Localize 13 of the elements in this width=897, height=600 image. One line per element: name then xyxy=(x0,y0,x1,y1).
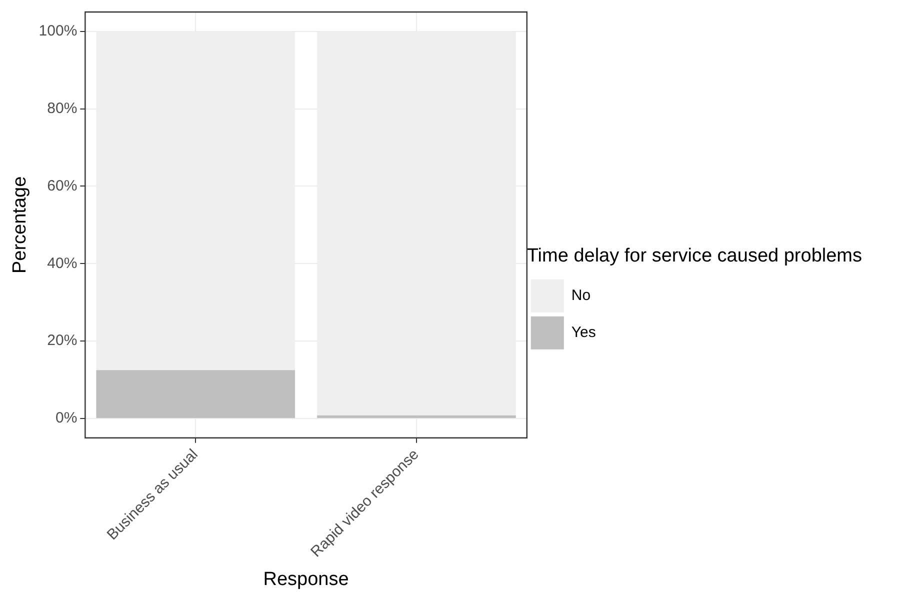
y-tick-label: 80% xyxy=(47,100,78,117)
x-axis-title: Response xyxy=(263,568,349,590)
legend-label: Yes xyxy=(571,324,596,342)
legend-label: No xyxy=(571,287,591,304)
bar xyxy=(317,415,516,418)
legend-title: Time delay for service caused problems xyxy=(526,245,862,266)
y-tick-label: 100% xyxy=(38,22,78,40)
y-tick-label: 20% xyxy=(47,332,78,350)
bar xyxy=(96,370,295,418)
y-axis-title: Percentage xyxy=(10,176,31,274)
y-tick-label: 40% xyxy=(47,254,78,272)
y-tick-label: 60% xyxy=(47,177,78,194)
y-tick-label: 0% xyxy=(55,410,78,427)
